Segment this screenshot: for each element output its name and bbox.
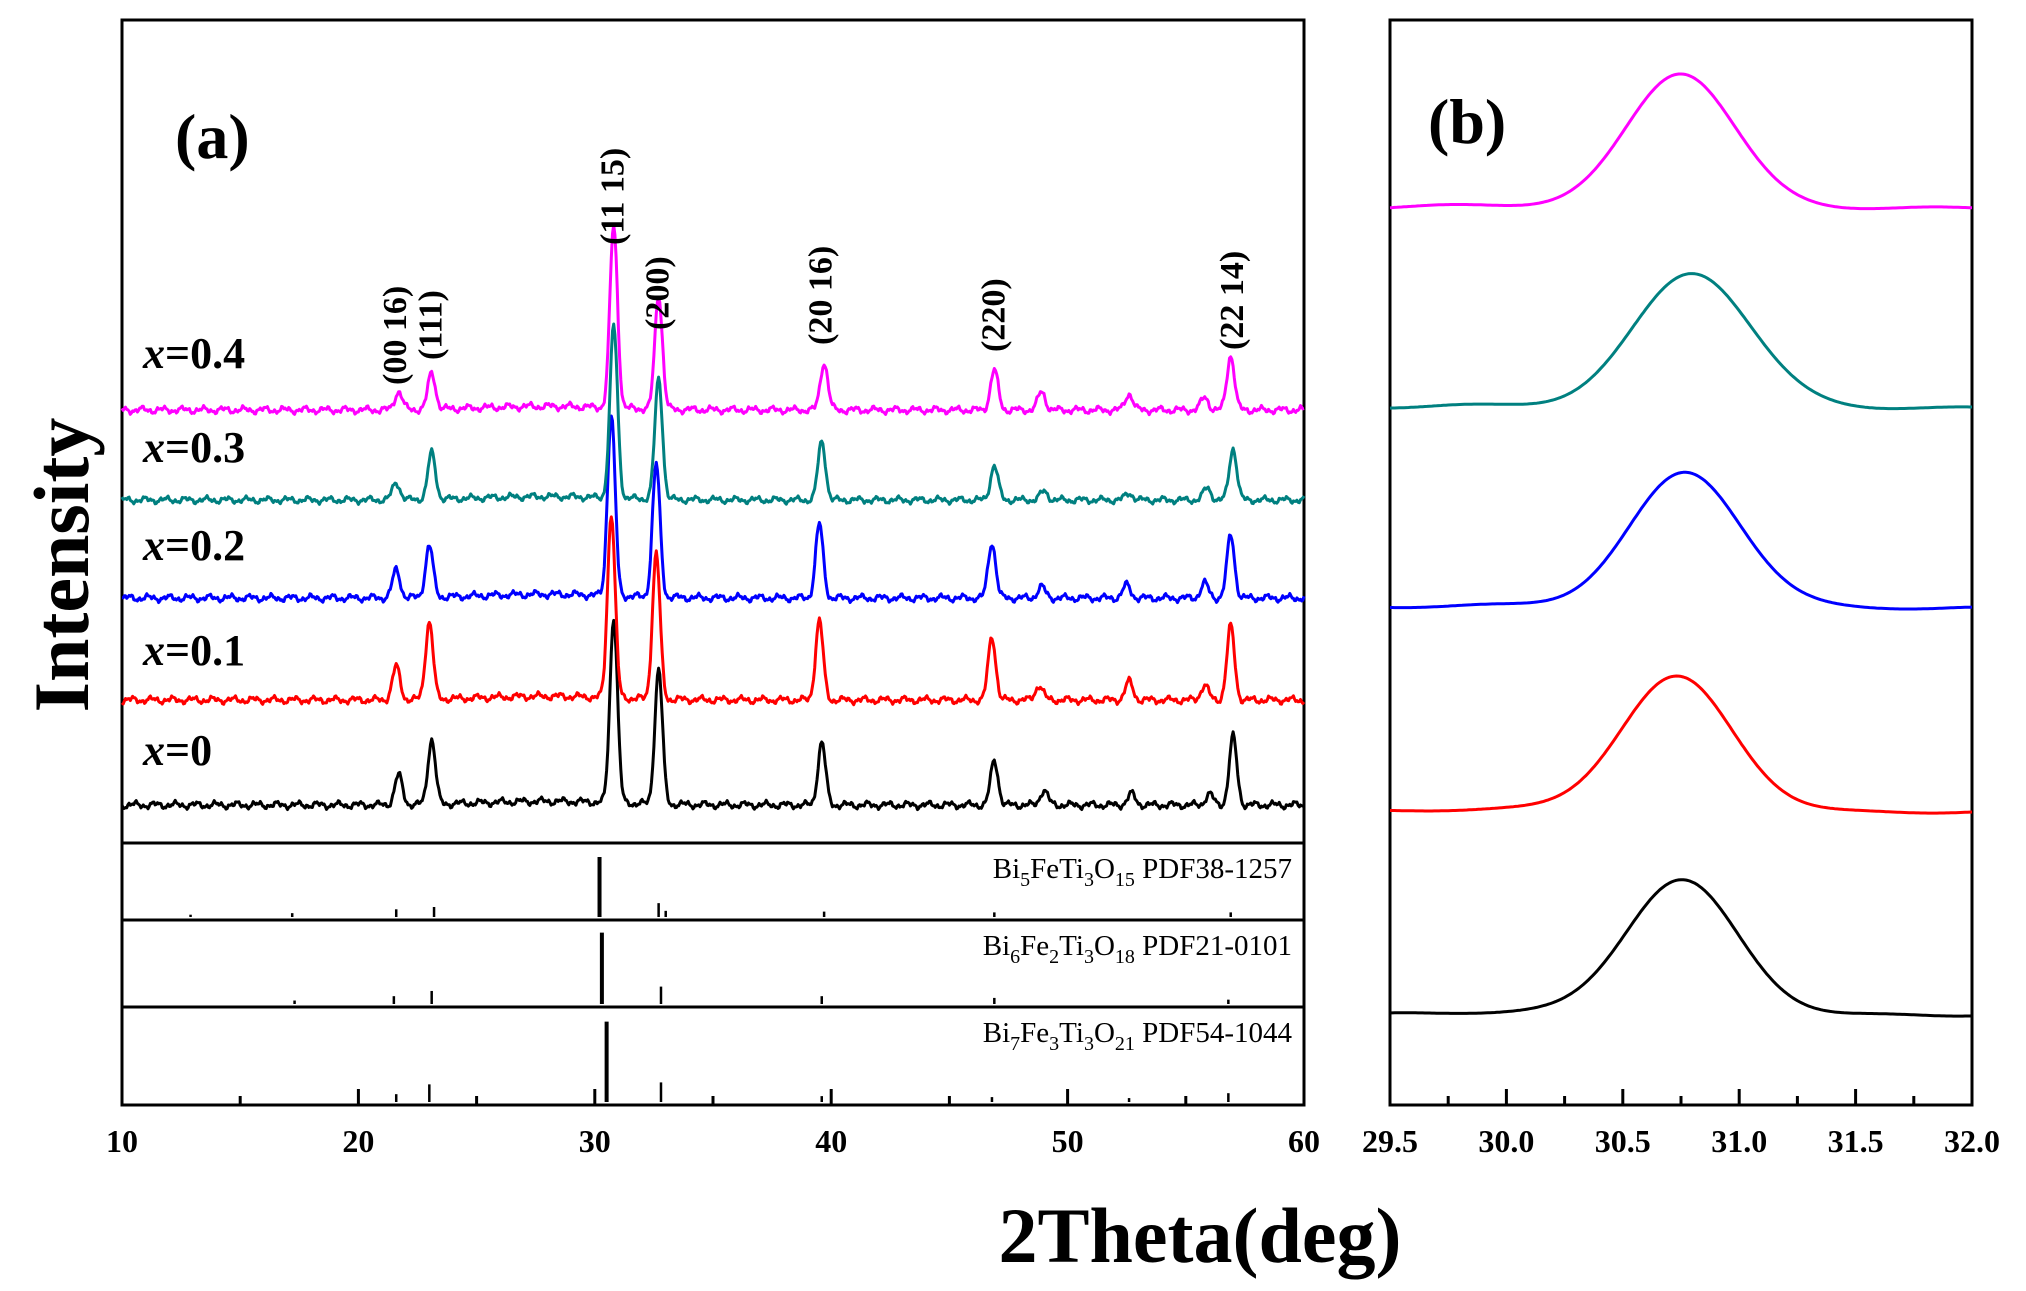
reference-label-part: 3 [1084, 1033, 1094, 1055]
y-axis-title: Intensity [18, 418, 105, 713]
sample-label: x=0.1 [142, 626, 245, 675]
sample-label-value: =0.3 [165, 423, 245, 472]
reference-label-1: Bi5FeTi3O15 PDF38-1257 [993, 853, 1292, 891]
peak-label: (22 14) [1214, 251, 1251, 350]
reference-label-part: 7 [1010, 1033, 1020, 1055]
xrd-series-x=0.1 [120, 515, 1306, 707]
reference-label-part: PDF38-1257 [1135, 853, 1292, 885]
sample-label-value: =0.2 [165, 521, 245, 570]
reference-label-part: O [1094, 930, 1115, 962]
xrd-series-x=0.3 [120, 322, 1306, 506]
sample-label-value: =0.4 [165, 329, 245, 378]
reference-label-part: 18 [1115, 946, 1135, 968]
x-tick-label: 40 [815, 1123, 847, 1159]
reference-label-part: 6 [1010, 946, 1020, 968]
peak-series-x=0.3 [1389, 272, 1972, 411]
reference-label-part: Fe [1020, 1017, 1049, 1049]
panel-a-series [120, 223, 1306, 812]
peak-label: (220) [975, 278, 1012, 352]
panel-b-frame [1388, 18, 1974, 1107]
x-tick-label: 30.0 [1478, 1123, 1534, 1159]
sample-label-variable: x [142, 423, 165, 472]
sample-label: x=0.4 [142, 329, 245, 378]
reference-label-part: Ti [1059, 1017, 1084, 1049]
x-tick-label: 29.5 [1362, 1123, 1418, 1159]
panel-a-sample-labels: x=0x=0.1x=0.2x=0.3x=0.4 [142, 329, 245, 775]
sample-label-variable: x [142, 726, 165, 775]
reference-label-part: Bi [983, 930, 1010, 962]
reference-label-part: Bi [983, 1017, 1010, 1049]
panel-a-x-ticks: 10 20 30 40 50 60 [106, 1089, 1320, 1159]
reference-label-part: Ti [1059, 930, 1084, 962]
reference-label-part: Fe [1020, 930, 1049, 962]
reference-label-part: 3 [1084, 946, 1094, 968]
x-tick-label: 31.0 [1711, 1123, 1767, 1159]
reference-label-part: FeTi [1030, 853, 1084, 885]
reference-label-part: 21 [1115, 1033, 1135, 1055]
sample-label-value: =0 [165, 726, 212, 775]
sample-label-variable: x [142, 521, 165, 570]
reference-label-part: 2 [1049, 946, 1059, 968]
x-tick-label: 30 [579, 1123, 611, 1159]
panel-b-label: (b) [1428, 86, 1506, 157]
peak-series-x=0.4 [1389, 72, 1973, 211]
sample-label: x=0.2 [142, 521, 245, 570]
reference-label-part: O [1094, 1017, 1115, 1049]
panel-b-series [1389, 72, 1973, 1018]
x-tick-label: 30.5 [1595, 1123, 1651, 1159]
peak-label: (200) [640, 256, 677, 330]
xrd-series-x=0.4 [120, 223, 1305, 417]
reference-label-part: Bi [993, 853, 1020, 885]
x-tick-label: 20 [342, 1123, 374, 1159]
xrd-series-x=0 [120, 618, 1305, 812]
reference-label-part: PDF54-1044 [1135, 1017, 1293, 1049]
panel-a-ref-frame-3 [120, 1005, 1306, 1107]
panel-a-label: (a) [175, 101, 250, 172]
peak-label: (20 16) [803, 246, 840, 345]
peak-series-x=0.1 [1390, 674, 1973, 815]
xrd-series-x=0.2 [121, 414, 1306, 605]
x-tick-label: 10 [106, 1123, 138, 1159]
x-tick-label: 60 [1288, 1123, 1320, 1159]
panel-a-peak-labels: (00 16)(111) (11 15)(200) (20 16) (220) (22 … [377, 148, 1251, 385]
sample-label-variable: x [142, 626, 165, 675]
peak-label: (11 15) [595, 148, 632, 245]
sample-label: x=0 [142, 726, 212, 775]
reference-label-part: O [1094, 853, 1115, 885]
reference-label-3: Bi7Fe3Ti3O21 PDF54-1044 [983, 1017, 1293, 1055]
reference-label-part: PDF21-0101 [1135, 930, 1292, 962]
x-tick-label: 31.5 [1828, 1123, 1884, 1159]
x-tick-label: 32.0 [1944, 1123, 2000, 1159]
peak-series-x=0 [1390, 878, 1973, 1018]
x-axis-title: 2Theta(deg) [999, 1192, 1402, 1279]
panel-b-x-ticks: 29.5 30.0 30.5 31.0 31.5 32.0 [1362, 1089, 2000, 1159]
reference-label-2: Bi6Fe2Ti3O18 PDF21-0101 [983, 930, 1292, 968]
peak-series-x=0.2 [1390, 470, 1973, 611]
peak-label: (00 16) [377, 286, 414, 385]
reference-label-part: 5 [1020, 869, 1030, 891]
peak-label: (111) [413, 290, 450, 360]
sample-label-variable: x [142, 329, 165, 378]
sample-label: x=0.3 [142, 423, 245, 472]
reference-label-part: 3 [1084, 869, 1094, 891]
reference-label-part: 3 [1049, 1033, 1059, 1055]
reference-label-part: 15 [1115, 869, 1135, 891]
panel-a-main-frame [120, 18, 1306, 845]
x-tick-label: 50 [1052, 1123, 1084, 1159]
sample-label-value: =0.1 [165, 626, 245, 675]
